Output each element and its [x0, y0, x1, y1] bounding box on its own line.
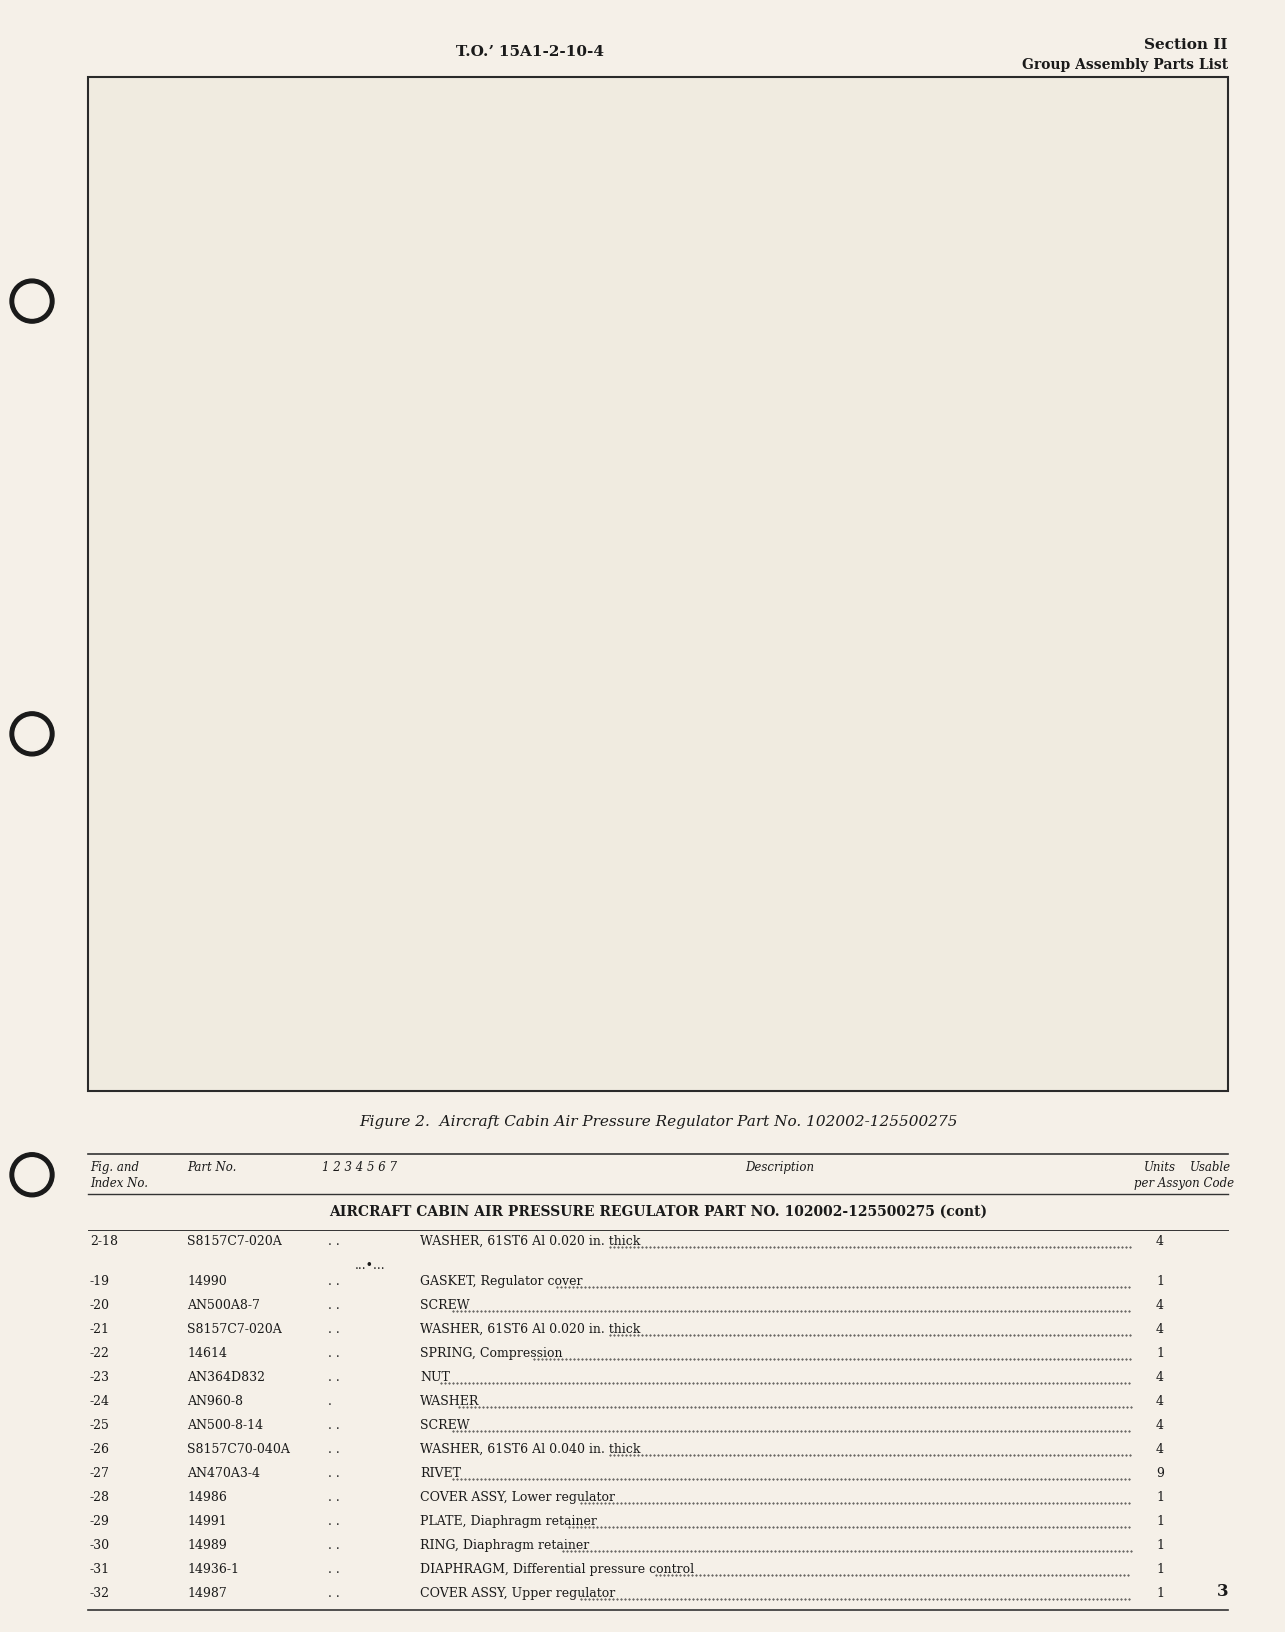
Text: Group Assembly Parts List: Group Assembly Parts List — [1022, 59, 1228, 72]
Text: . .: . . — [328, 1562, 339, 1575]
Circle shape — [15, 718, 49, 751]
Text: -19: -19 — [90, 1275, 111, 1288]
Text: 4: 4 — [1156, 1443, 1164, 1456]
Text: . .: . . — [328, 1371, 339, 1384]
Text: SCREW: SCREW — [420, 1418, 469, 1431]
Text: Part No.: Part No. — [188, 1160, 236, 1173]
Text: -21: -21 — [90, 1322, 111, 1335]
Bar — [87, 78, 1228, 1092]
Text: -24: -24 — [90, 1394, 111, 1407]
Text: Usable
on Code: Usable on Code — [1186, 1160, 1235, 1190]
Text: . .: . . — [328, 1346, 339, 1359]
Text: -25: -25 — [90, 1418, 111, 1431]
Text: Fig. and
Index No.: Fig. and Index No. — [90, 1160, 148, 1190]
Text: 14986: 14986 — [188, 1490, 227, 1503]
Text: 9: 9 — [1156, 1466, 1164, 1479]
Circle shape — [10, 1154, 54, 1196]
Text: RING, Diaphragm retainer: RING, Diaphragm retainer — [420, 1537, 590, 1550]
Text: . .: . . — [328, 1466, 339, 1479]
Text: AN500A8-7: AN500A8-7 — [188, 1297, 260, 1310]
Text: 1: 1 — [1156, 1490, 1164, 1503]
Text: SCREW: SCREW — [420, 1297, 469, 1310]
Text: -28: -28 — [90, 1490, 111, 1503]
Text: AN500-8-14: AN500-8-14 — [188, 1418, 263, 1431]
Text: -31: -31 — [90, 1562, 111, 1575]
Text: GASKET, Regulator cover: GASKET, Regulator cover — [420, 1275, 582, 1288]
Text: . .: . . — [328, 1275, 339, 1288]
Text: 14614: 14614 — [188, 1346, 227, 1359]
Text: AIRCRAFT CABIN AIR PRESSURE REGULATOR PART NO. 102002-125500275 (cont): AIRCRAFT CABIN AIR PRESSURE REGULATOR PA… — [329, 1204, 987, 1217]
Text: NUT: NUT — [420, 1371, 450, 1384]
Text: Units
per Assy: Units per Assy — [1135, 1160, 1186, 1190]
Text: 14936-1: 14936-1 — [188, 1562, 239, 1575]
Text: DIAPHRAGM, Differential pressure control: DIAPHRAGM, Differential pressure control — [420, 1562, 694, 1575]
Text: Section II: Section II — [1145, 38, 1228, 52]
Text: 1: 1 — [1156, 1275, 1164, 1288]
Text: WASHER, 61ST6 Al 0.040 in. thick: WASHER, 61ST6 Al 0.040 in. thick — [420, 1443, 640, 1456]
Text: WASHER, 61ST6 Al 0.020 in. thick: WASHER, 61ST6 Al 0.020 in. thick — [420, 1322, 640, 1335]
Text: Figure 2.  Aircraft Cabin Air Pressure Regulator Part No. 102002-125500275: Figure 2. Aircraft Cabin Air Pressure Re… — [359, 1115, 957, 1128]
Text: ...•...: ...•... — [355, 1258, 386, 1271]
Text: . .: . . — [328, 1490, 339, 1503]
Text: 14987: 14987 — [188, 1586, 226, 1599]
Text: S8157C7-020A: S8157C7-020A — [188, 1322, 281, 1335]
Text: WASHER, 61ST6 Al 0.020 in. thick: WASHER, 61ST6 Al 0.020 in. thick — [420, 1234, 640, 1247]
Text: S8157C7-020A: S8157C7-020A — [188, 1234, 281, 1247]
Text: 4: 4 — [1156, 1371, 1164, 1384]
Text: 4: 4 — [1156, 1394, 1164, 1407]
Text: . .: . . — [328, 1234, 339, 1247]
Text: SPRING, Compression: SPRING, Compression — [420, 1346, 563, 1359]
Text: AN960-8: AN960-8 — [188, 1394, 243, 1407]
Text: COVER ASSY, Upper regulator: COVER ASSY, Upper regulator — [420, 1586, 616, 1599]
Text: . .: . . — [328, 1586, 339, 1599]
Text: COVER ASSY, Lower regulator: COVER ASSY, Lower regulator — [420, 1490, 616, 1503]
Circle shape — [15, 286, 49, 318]
Text: . .: . . — [328, 1418, 339, 1431]
Text: 14989: 14989 — [188, 1537, 226, 1550]
Text: T.O.ʼ 15A1-2-10-4: T.O.ʼ 15A1-2-10-4 — [456, 46, 604, 59]
Text: -27: -27 — [90, 1466, 111, 1479]
Text: S8157C70-040A: S8157C70-040A — [188, 1443, 290, 1456]
Text: 1: 1 — [1156, 1514, 1164, 1528]
Text: 4: 4 — [1156, 1234, 1164, 1247]
Text: 4: 4 — [1156, 1418, 1164, 1431]
Text: 2-18: 2-18 — [90, 1234, 118, 1247]
Text: -32: -32 — [90, 1586, 111, 1599]
Circle shape — [10, 713, 54, 756]
Text: .: . — [328, 1394, 332, 1407]
Text: . .: . . — [328, 1537, 339, 1550]
Text: . .: . . — [328, 1514, 339, 1528]
Text: 1 2 3 4 5 6 7: 1 2 3 4 5 6 7 — [323, 1160, 397, 1173]
Text: 1: 1 — [1156, 1586, 1164, 1599]
Text: Description: Description — [745, 1160, 815, 1173]
Circle shape — [15, 1159, 49, 1191]
Text: 1: 1 — [1156, 1562, 1164, 1575]
Text: AN470A3-4: AN470A3-4 — [188, 1466, 260, 1479]
Text: . .: . . — [328, 1297, 339, 1310]
Circle shape — [10, 281, 54, 323]
Text: RIVET: RIVET — [420, 1466, 461, 1479]
Text: 4: 4 — [1156, 1297, 1164, 1310]
Text: 1: 1 — [1156, 1537, 1164, 1550]
Text: 14990: 14990 — [188, 1275, 226, 1288]
Text: -29: -29 — [90, 1514, 111, 1528]
Text: 1: 1 — [1156, 1346, 1164, 1359]
Text: -20: -20 — [90, 1297, 111, 1310]
Text: -22: -22 — [90, 1346, 111, 1359]
Text: 3: 3 — [1217, 1581, 1228, 1599]
Text: AN364D832: AN364D832 — [188, 1371, 265, 1384]
Text: 14991: 14991 — [188, 1514, 226, 1528]
Text: . .: . . — [328, 1443, 339, 1456]
Text: -30: -30 — [90, 1537, 111, 1550]
Text: . .: . . — [328, 1322, 339, 1335]
Text: -23: -23 — [90, 1371, 111, 1384]
Text: -26: -26 — [90, 1443, 111, 1456]
Text: PLATE, Diaphragm retainer: PLATE, Diaphragm retainer — [420, 1514, 596, 1528]
Text: 4: 4 — [1156, 1322, 1164, 1335]
Text: WASHER: WASHER — [420, 1394, 479, 1407]
